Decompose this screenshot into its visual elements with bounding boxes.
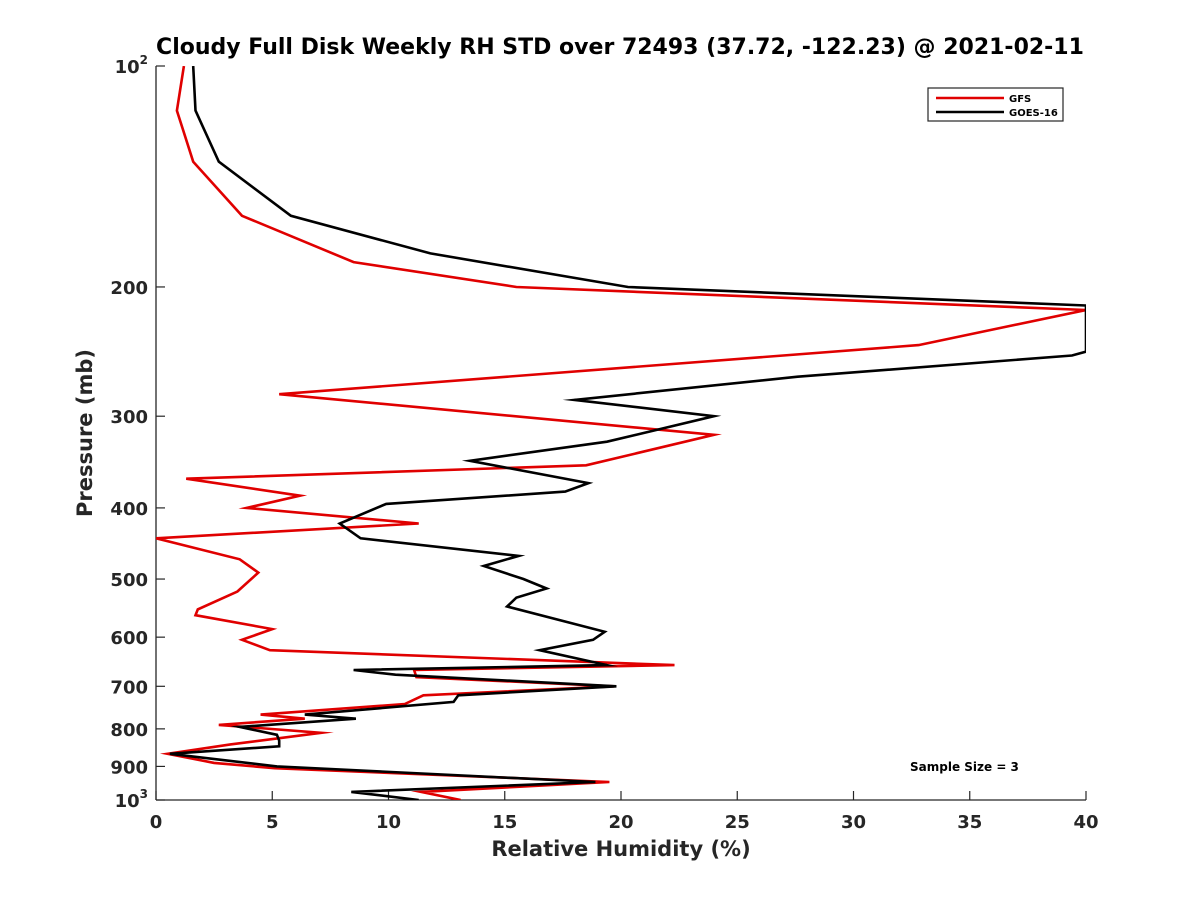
y-tick-label: 400 <box>110 499 148 520</box>
y-tick-label: 600 <box>110 628 148 649</box>
y-axis-label: Pressure (mb) <box>73 349 97 517</box>
legend-label: GOES-16 <box>1009 108 1058 119</box>
sample-size-annotation: Sample Size = 3 <box>910 760 1019 774</box>
series-line-gfs <box>156 66 1086 800</box>
y-tick-label-base: 600 <box>110 628 148 649</box>
x-tick-label: 35 <box>957 812 982 833</box>
y-tick-label: 103 <box>115 787 148 812</box>
plot-axes <box>155 66 1086 801</box>
x-tick-label: 0 <box>150 812 163 833</box>
y-tick-label-base: 700 <box>110 677 148 698</box>
y-tick-label-exponent: 2 <box>140 53 148 67</box>
x-tick-label: 15 <box>492 812 517 833</box>
y-tick-label-base: 400 <box>110 499 148 520</box>
y-tick-label-base: 300 <box>110 407 148 428</box>
x-tick-label: 30 <box>841 812 866 833</box>
legend-label: GFS <box>1009 94 1031 105</box>
x-tick-label: 10 <box>376 812 401 833</box>
x-tick-label: 25 <box>725 812 750 833</box>
series-layer <box>156 66 1086 800</box>
y-tick-label: 300 <box>110 407 148 428</box>
x-tick-label: 40 <box>1073 812 1098 833</box>
x-axis-label: Relative Humidity (%) <box>491 837 750 861</box>
series-line-goes-16 <box>169 66 1086 800</box>
y-tick-label-base: 900 <box>110 757 148 778</box>
legend: GFS GOES-16 <box>927 87 1064 122</box>
x-tick-label: 5 <box>266 812 279 833</box>
y-tick-label-base: 500 <box>110 570 148 591</box>
y-tick-label: 800 <box>110 720 148 741</box>
x-axis-ticks: 0 5 10 15 20 25 30 35 40 <box>150 791 1099 833</box>
y-tick-label: 700 <box>110 677 148 698</box>
y-tick-label: 102 <box>115 53 148 78</box>
y-tick-label-base: 200 <box>110 278 148 299</box>
chart-title: Cloudy Full Disk Weekly RH STD over 7249… <box>156 35 1084 60</box>
x-tick-label: 20 <box>608 812 633 833</box>
y-tick-label-exponent: 3 <box>140 787 148 801</box>
legend-box <box>927 87 1064 122</box>
y-tick-label: 200 <box>110 278 148 299</box>
y-tick-label-base: 800 <box>110 720 148 741</box>
y-tick-label-base: 10 <box>115 57 140 78</box>
y-tick-label: 900 <box>110 757 148 778</box>
y-tick-label: 500 <box>110 570 148 591</box>
y-tick-label-base: 10 <box>115 791 140 812</box>
